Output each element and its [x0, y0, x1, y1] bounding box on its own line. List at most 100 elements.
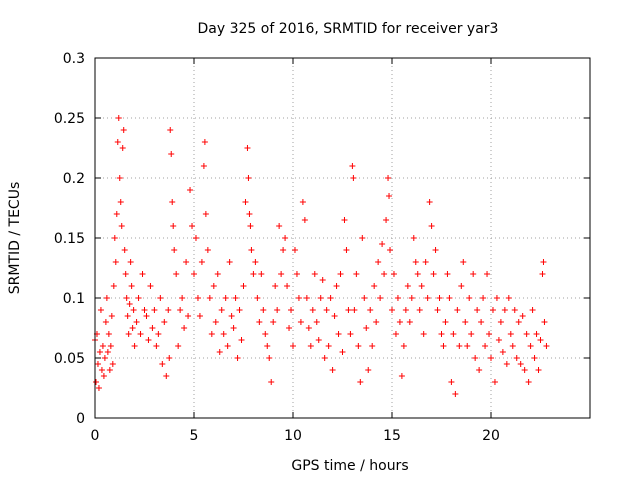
data-point	[212, 319, 219, 325]
data-point	[123, 295, 130, 301]
data-point	[448, 379, 455, 385]
data-point	[97, 307, 104, 313]
data-point	[122, 271, 129, 277]
data-point	[100, 373, 107, 379]
data-point	[108, 313, 115, 319]
data-point	[256, 319, 263, 325]
data-point	[321, 355, 328, 361]
data-point	[394, 295, 401, 301]
data-points	[92, 115, 550, 397]
data-point	[396, 319, 403, 325]
data-point	[503, 361, 510, 367]
data-point	[517, 361, 524, 367]
data-point	[533, 331, 540, 337]
data-point	[208, 331, 215, 337]
data-point	[105, 331, 112, 337]
data-point	[418, 283, 425, 289]
data-point	[224, 343, 231, 349]
data-point	[288, 307, 295, 313]
x-axis-ticks: 0 5 10 15 20	[91, 58, 500, 444]
data-point	[495, 337, 502, 343]
data-point	[173, 271, 180, 277]
data-point	[367, 307, 374, 313]
data-point	[460, 259, 467, 265]
data-point	[406, 319, 413, 325]
data-point	[126, 301, 133, 307]
data-point	[307, 343, 314, 349]
data-point	[286, 325, 293, 331]
data-point	[315, 337, 322, 343]
data-point	[529, 307, 536, 313]
data-point	[177, 307, 184, 313]
data-point	[153, 343, 160, 349]
data-point	[389, 307, 395, 313]
data-point	[482, 343, 489, 349]
data-point	[149, 325, 156, 331]
data-point	[491, 379, 498, 385]
data-point	[390, 271, 397, 277]
data-point	[293, 271, 300, 277]
data-point	[375, 259, 382, 265]
data-point	[194, 295, 201, 301]
data-point	[245, 175, 252, 181]
data-point	[311, 271, 318, 277]
data-point	[101, 355, 108, 361]
data-point	[185, 313, 192, 319]
data-point	[525, 379, 532, 385]
data-point	[270, 319, 277, 325]
data-point	[527, 343, 534, 349]
data-point	[240, 283, 247, 289]
data-point	[98, 367, 105, 373]
data-point	[278, 271, 285, 277]
data-point	[335, 331, 342, 337]
data-point	[282, 235, 289, 241]
data-point	[414, 271, 421, 277]
data-point	[377, 295, 384, 301]
data-point	[507, 331, 514, 337]
data-point	[400, 343, 407, 349]
data-point	[268, 379, 275, 385]
data-point	[313, 319, 320, 325]
data-point	[127, 259, 134, 265]
data-point	[220, 331, 227, 337]
data-point	[276, 223, 283, 229]
data-point	[246, 211, 253, 217]
data-point	[258, 271, 265, 277]
data-point	[280, 247, 287, 253]
data-point	[116, 175, 123, 181]
data-point	[392, 331, 399, 337]
data-point	[232, 295, 239, 301]
data-point	[129, 325, 136, 331]
data-point	[434, 307, 441, 313]
data-point	[222, 295, 229, 301]
data-point	[438, 331, 445, 337]
data-point	[493, 295, 500, 301]
data-point	[128, 283, 135, 289]
data-point	[379, 241, 386, 247]
y-tick-label: 0	[76, 411, 85, 427]
data-point	[331, 313, 338, 319]
data-point	[260, 307, 267, 313]
x-tick-label: 15	[383, 428, 401, 444]
data-point	[230, 325, 237, 331]
data-point	[341, 217, 348, 223]
data-point	[250, 271, 257, 277]
data-point	[297, 319, 304, 325]
data-point	[333, 283, 340, 289]
y-tick-label: 0.1	[63, 291, 85, 307]
data-point	[228, 313, 235, 319]
data-point	[252, 259, 259, 265]
data-point	[383, 217, 390, 223]
data-point	[125, 331, 132, 337]
data-point	[462, 319, 469, 325]
data-point	[92, 379, 99, 385]
data-point	[325, 343, 332, 349]
y-tick-label: 0.15	[54, 231, 85, 247]
data-point	[420, 331, 427, 337]
data-point	[466, 295, 473, 301]
data-point	[131, 343, 138, 349]
data-point	[476, 367, 483, 373]
data-point	[143, 313, 150, 319]
data-point	[464, 343, 471, 349]
data-point	[102, 319, 109, 325]
